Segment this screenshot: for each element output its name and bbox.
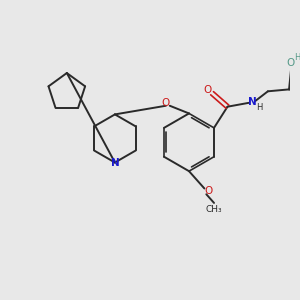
- Text: O: O: [162, 98, 170, 108]
- Text: N: N: [110, 158, 119, 167]
- Text: O: O: [286, 58, 294, 68]
- Text: H: H: [295, 53, 300, 62]
- Text: H: H: [256, 103, 262, 112]
- Text: O: O: [203, 85, 212, 95]
- Text: CH₃: CH₃: [206, 205, 222, 214]
- Text: N: N: [248, 97, 257, 107]
- Text: O: O: [204, 186, 212, 197]
